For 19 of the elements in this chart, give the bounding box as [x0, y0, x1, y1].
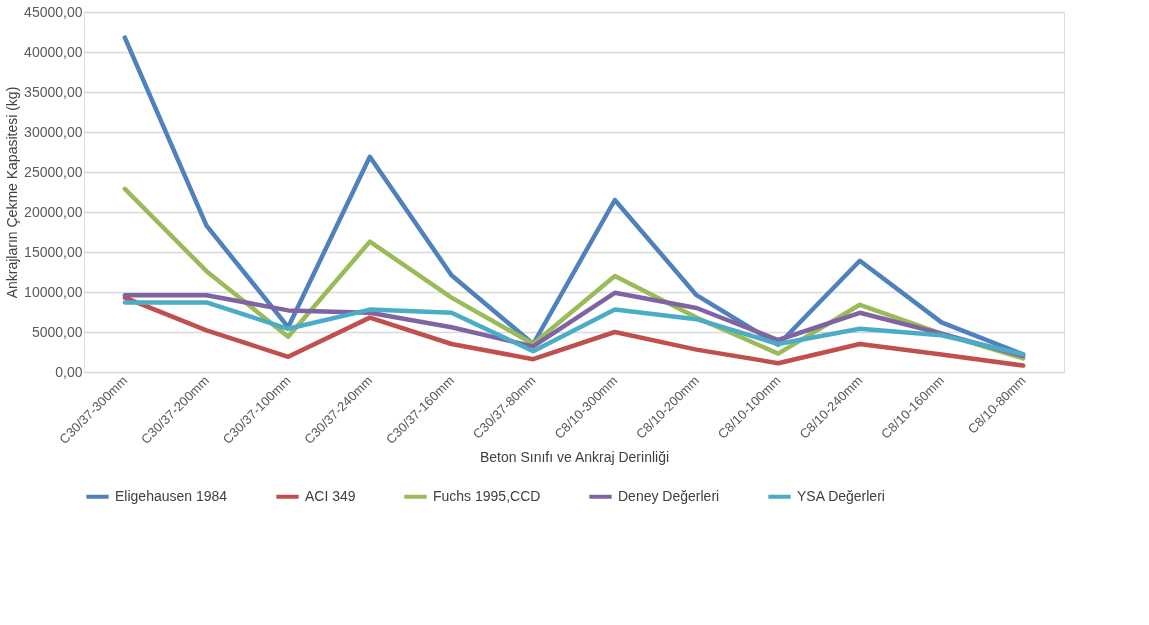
legend-label: Deney Değerleri	[618, 487, 720, 504]
legend-label: Fuchs 1995,CCD	[433, 487, 541, 504]
legend-label: Eligehausen 1984	[115, 487, 228, 504]
x-axis-title: Beton Sınıfı ve Ankraj Derinliği	[479, 448, 670, 465]
y-tick-label: 40000,00	[24, 43, 83, 60]
y-tick-label: 0,00	[55, 363, 83, 380]
line-series	[122, 295, 1026, 368]
y-tick-label: 15000,00	[24, 243, 83, 260]
y-axis-title: Ankrajların Çekme Kapasitesi (kg)	[4, 86, 21, 299]
legend-label: YSA Değerleri	[797, 487, 885, 504]
y-tick-label: 5000,00	[31, 323, 83, 340]
y-tick-label: 20000,00	[24, 203, 83, 220]
y-tick-label: 10000,00	[24, 283, 83, 300]
y-tick-label: 35000,00	[24, 83, 83, 100]
y-tick-label: 45000,00	[24, 3, 83, 20]
y-tick-label: 25000,00	[24, 163, 83, 180]
legend-label: ACI 349	[305, 487, 356, 504]
line-series	[122, 300, 1026, 357]
y-tick-label: 30000,00	[24, 123, 83, 140]
